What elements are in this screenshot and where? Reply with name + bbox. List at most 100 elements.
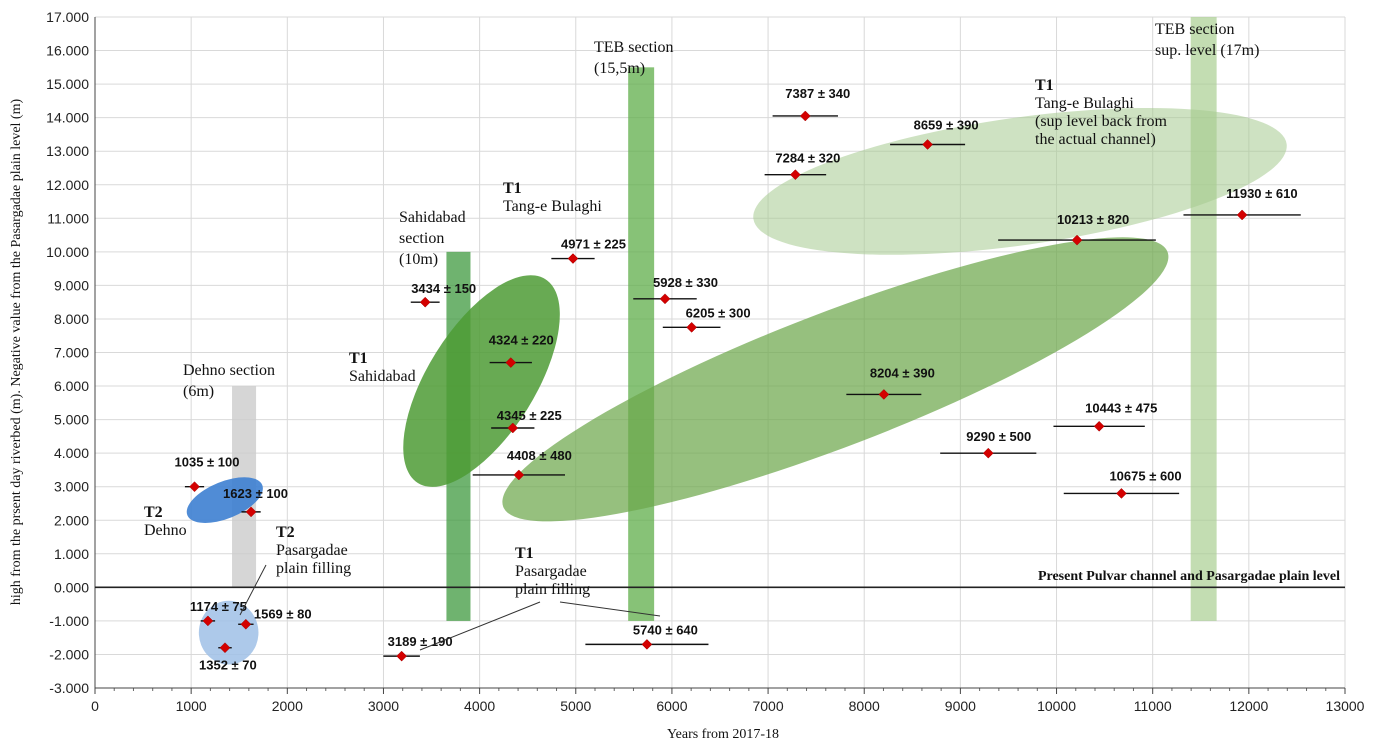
data-point — [1093, 420, 1105, 432]
connector-line — [559, 601, 661, 617]
data-point — [922, 139, 933, 150]
data-point — [396, 650, 407, 662]
x-tick-label: 9000 — [945, 698, 976, 714]
data-point — [240, 618, 252, 630]
group-ellipse — [186, 477, 263, 523]
y-tick-label: -1.000 — [49, 613, 89, 629]
data-label: 1352 ± 70 — [199, 658, 257, 673]
y-tick-label: 14.000 — [46, 110, 89, 126]
group-subtitle: Tang-e Bulaghi — [503, 198, 602, 215]
y-tick-label: 1.000 — [54, 546, 89, 562]
connector-line — [419, 601, 541, 651]
y-tick-label: 13.000 — [46, 143, 89, 159]
data-point — [202, 615, 214, 627]
data-points — [184, 110, 1301, 662]
y-tick-label: 2.000 — [54, 512, 89, 528]
data-label: 10675 ± 600 — [1109, 468, 1181, 483]
section-label: TEB section — [594, 39, 674, 56]
data-label: 4345 ± 225 — [497, 408, 562, 423]
y-tick-label: 16.000 — [46, 43, 89, 59]
data-point — [507, 422, 519, 434]
x-tick-label: 6000 — [656, 698, 687, 714]
x-tick-label: 3000 — [368, 698, 399, 714]
x-axis-title: Years from 2017-18 — [667, 727, 779, 742]
data-point — [1071, 234, 1083, 246]
group-title: T1 — [1035, 77, 1054, 94]
group-ellipse — [403, 275, 560, 487]
data-label: 5740 ± 640 — [633, 622, 698, 637]
x-tick-label: 1000 — [176, 698, 207, 714]
x-tick-label: 10000 — [1037, 698, 1076, 714]
data-point — [505, 357, 517, 368]
data-point — [1236, 209, 1248, 221]
section-bar — [628, 67, 655, 621]
group-subtitle: Dehno — [144, 522, 187, 539]
data-label: 11930 ± 610 — [1226, 186, 1297, 201]
data-point — [878, 389, 890, 400]
axes: -3.000 -2.000 -1.000 0.000 1.000 2.000 3.000 4.… — [46, 9, 1365, 714]
x-tick-label: 4000 — [464, 698, 495, 714]
data-label: 7387 ± 340 — [785, 86, 850, 101]
data-label: 1174 ± 75 — [190, 599, 247, 614]
connector-line — [239, 564, 267, 616]
y-tick-label: 7.000 — [54, 345, 89, 361]
data-point — [1116, 488, 1127, 499]
data-label: 4324 ± 220 — [489, 333, 554, 348]
data-label: 8204 ± 390 — [870, 365, 935, 380]
y-tick-label: 4.000 — [54, 445, 89, 461]
x-tick-label: 12000 — [1229, 698, 1268, 714]
data-label: 5928 ± 330 — [653, 275, 718, 290]
baseline-label: Present Pulvar channel and Pasargadae pl… — [1038, 569, 1340, 584]
data-point — [659, 293, 671, 305]
group-ellipse — [502, 237, 1169, 522]
x-tick-label: 13000 — [1326, 698, 1365, 714]
data-point — [513, 469, 525, 481]
data-point — [790, 169, 801, 181]
data-label: 10213 ± 820 — [1057, 212, 1129, 227]
group-subtitle: Pasargadae — [515, 563, 587, 580]
section-bar — [1190, 17, 1217, 621]
data-label: 7284 ± 320 — [775, 151, 840, 166]
section-label: (10m) — [399, 251, 438, 268]
section-label: Dehno section — [183, 362, 275, 379]
y-tick-label: 12.000 — [46, 177, 89, 193]
annotations: 1035 ± 100 1623 ± 100 1174 ± 75 1569 ± 80 13… — [144, 21, 1298, 673]
section-label: Sahidabad — [399, 209, 466, 226]
group-ellipse — [198, 600, 259, 665]
data-label: 4971 ± 225 — [561, 237, 626, 252]
y-tick-label: 0.000 — [54, 579, 89, 595]
group-subtitle: (sup level back from — [1035, 113, 1168, 130]
y-tick-label: -2.000 — [49, 646, 89, 662]
section-label: TEB section — [1155, 21, 1235, 38]
group-subtitle: Tang-e Bulaghi — [1035, 95, 1134, 112]
group-title: T1 — [349, 350, 368, 367]
data-point — [419, 296, 431, 308]
y-tick-label: 17.000 — [46, 9, 89, 25]
data-point — [245, 506, 257, 518]
data-point — [686, 321, 697, 333]
data-point — [982, 447, 994, 459]
data-label: 8659 ± 390 — [914, 117, 979, 132]
y-axis-title: high from the prsent day riverbed (m). N… — [9, 99, 24, 606]
section-label: (15,5m) — [594, 60, 645, 77]
group-ellipse — [753, 107, 1287, 255]
data-point — [219, 642, 231, 654]
x-tick-label: 11000 — [1134, 698, 1172, 714]
x-tick-label: 7000 — [752, 698, 783, 714]
y-tick-label: 5.000 — [54, 412, 89, 428]
group-subtitle: plain filling — [276, 560, 351, 577]
data-label: 9290 ± 500 — [966, 429, 1031, 444]
group-subtitle: Sahidabad — [349, 368, 416, 385]
data-label: 1623 ± 100 — [223, 486, 288, 501]
x-tick-label: 2000 — [272, 698, 303, 714]
data-point — [799, 110, 811, 122]
section-label: sup. level (17m) — [1155, 42, 1259, 59]
x-tick-label: 0 — [91, 698, 99, 714]
y-tick-label: 6.000 — [54, 378, 89, 394]
x-tick-label: 8000 — [849, 698, 880, 714]
group-subtitle: Pasargadae — [276, 542, 348, 559]
data-point — [641, 639, 653, 650]
y-tick-label: 10.000 — [46, 244, 89, 260]
group-ellipses — [186, 107, 1287, 665]
y-tick-label: 11.000 — [47, 210, 89, 226]
